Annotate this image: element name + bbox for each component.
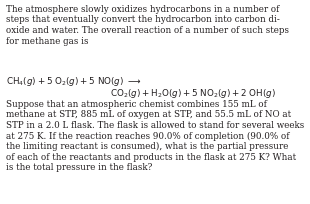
Text: $\mathrm{CO_2(}$$\mathit{g}$$\mathrm{) + H_2O(}$$\mathit{g}$$\mathrm{) + 5\ NO_2: $\mathrm{CO_2(}$$\mathit{g}$$\mathrm{) +… [110, 86, 276, 100]
Text: the limiting reactant is consumed), what is the partial pressure: the limiting reactant is consumed), what… [6, 141, 288, 150]
Text: for methane gas is: for methane gas is [6, 36, 88, 45]
Text: oxide and water. The overall reaction of a number of such steps: oxide and water. The overall reaction of… [6, 26, 289, 35]
Text: is the total pressure in the flask?: is the total pressure in the flask? [6, 162, 153, 171]
Text: $\mathrm{CH_4(}$$\mathit{g}$$\mathrm{) + 5\ O_2(}$$\mathit{g}$$\mathrm{) + 5\ NO: $\mathrm{CH_4(}$$\mathit{g}$$\mathrm{) +… [6, 75, 142, 88]
Text: methane at STP, 885 mL of oxygen at STP, and 55.5 mL of NO at: methane at STP, 885 mL of oxygen at STP,… [6, 110, 291, 119]
Text: Suppose that an atmospheric chemist combines 155 mL of: Suppose that an atmospheric chemist comb… [6, 100, 267, 109]
Text: of each of the reactants and products in the flask at 275 K? What: of each of the reactants and products in… [6, 152, 296, 161]
Text: steps that eventually convert the hydrocarbon into carbon di-: steps that eventually convert the hydroc… [6, 16, 280, 24]
Text: The atmosphere slowly oxidizes hydrocarbons in a number of: The atmosphere slowly oxidizes hydrocarb… [6, 5, 279, 14]
Text: at 275 K. If the reaction reaches 90.0% of completion (90.0% of: at 275 K. If the reaction reaches 90.0% … [6, 131, 290, 140]
Text: STP in a 2.0 L flask. The flask is allowed to stand for several weeks: STP in a 2.0 L flask. The flask is allow… [6, 120, 304, 129]
